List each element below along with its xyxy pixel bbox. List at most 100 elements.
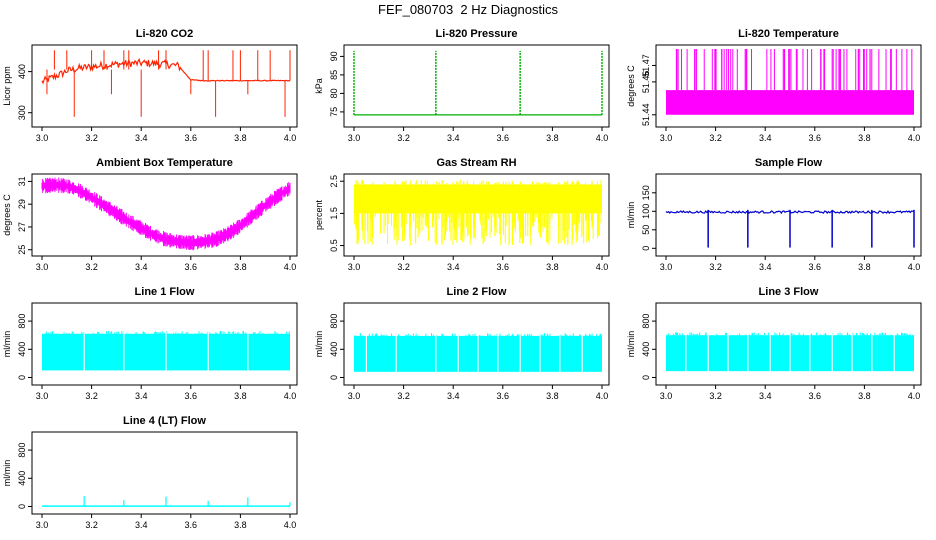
panel-pressure: Li-820 Pressure kPa 3.0 3.2 3.4 3.6 3.8 4.0 75 80…: [314, 28, 610, 143]
x-tick-label: 3.4: [135, 133, 148, 143]
y-tick-label: 51.46: [641, 71, 651, 94]
x-tick-label: 3.6: [809, 391, 822, 401]
x-tick-label: 3.6: [809, 133, 822, 143]
y-tick-label: 75: [329, 107, 339, 117]
x-tick-label: 4.0: [596, 133, 609, 143]
x-tick-label: 4.0: [908, 133, 921, 143]
panel-line3: Line 3 Flow ml/min 3.0 3.2 3.4 3.6 3.8 4.0 0 400 8…: [626, 286, 922, 401]
x-tick-label: 3.0: [36, 262, 49, 272]
x-tick-label: 3.0: [660, 391, 673, 401]
x-tick-label: 3.0: [348, 133, 361, 143]
plot-frame: [655, 302, 922, 386]
x-tick-label: 3.8: [234, 262, 247, 272]
y-tick-label: 100: [641, 204, 651, 219]
panel-line4: Line 4 (LT) Flow ml/min 3.0 3.2 3.4 3.6 3.8 4.0…: [2, 415, 298, 530]
y-tick-label: 85: [329, 70, 339, 80]
x-tick-label: 3.6: [185, 520, 198, 530]
x-tick-label: 4.0: [284, 520, 297, 530]
x-tick-label: 3.6: [185, 133, 198, 143]
x-tick-label: 3.2: [709, 262, 722, 272]
x-tick-label: 3.2: [397, 133, 410, 143]
x-tick-label: 3.8: [234, 133, 247, 143]
plot-frame: [31, 302, 298, 386]
y-axis-label: kPa: [314, 78, 324, 94]
chart-title: Line 2 Flow: [447, 286, 507, 298]
temperature-band: [666, 90, 914, 115]
series-pressure: [353, 50, 603, 116]
x-tick-label: 3.4: [447, 391, 460, 401]
series-rh: [353, 179, 602, 246]
y-axis-label: ml/min: [626, 331, 636, 358]
y-tick-label: 800: [17, 443, 27, 458]
x-tick-label: 3.8: [234, 391, 247, 401]
x-tick-label: 3.2: [397, 262, 410, 272]
y-tick-label: 300: [17, 105, 27, 120]
y-tick-label: 400: [17, 471, 27, 486]
chart-title: Line 1 Flow: [135, 286, 195, 298]
x-tick-label: 4.0: [284, 262, 297, 272]
x-tick-label: 3.6: [185, 391, 198, 401]
x-tick-label: 3.4: [759, 262, 772, 272]
y-tick-label: 51.44: [641, 104, 651, 127]
y-tick-label: 0: [17, 375, 27, 380]
y-tick-label: 29: [17, 199, 27, 209]
plot-frame: [31, 44, 298, 128]
y-tick-label: 80: [329, 88, 339, 98]
y-axis-label: percent: [314, 199, 324, 230]
plot-frame: [343, 173, 610, 257]
y-tick-label: 0: [17, 504, 27, 509]
x-tick-label: 3.6: [809, 262, 822, 272]
series-co2: [41, 50, 291, 117]
x-tick-label: 3.4: [447, 133, 460, 143]
panel-rh: Gas Stream RH percent 3.0 3.2 3.4 3.6 3.8 4.0 0.…: [314, 157, 610, 272]
x-tick-label: 3.4: [135, 262, 148, 272]
x-tick-label: 3.2: [85, 520, 98, 530]
y-tick-label: 0.5: [329, 239, 339, 252]
series-line3: [666, 332, 915, 372]
x-tick-label: 3.0: [660, 133, 673, 143]
x-tick-label: 4.0: [596, 391, 609, 401]
y-axis-label: ml/min: [2, 460, 12, 487]
y-axis-label: degrees C: [2, 194, 12, 236]
plot-frame: [31, 173, 298, 257]
y-tick-label: 400: [329, 342, 339, 357]
x-tick-label: 3.2: [709, 391, 722, 401]
x-tick-label: 3.0: [348, 391, 361, 401]
x-tick-label: 4.0: [596, 262, 609, 272]
chart-title: Gas Stream RH: [436, 157, 516, 169]
plot-frame: [343, 44, 610, 128]
y-tick-label: 800: [641, 314, 651, 329]
y-axis-label: ml/min: [2, 331, 12, 358]
x-tick-label: 3.4: [447, 262, 460, 272]
panel-temperature: Li-820 Temperature degrees C 3.0 3.2 3.4 3.6 3…: [626, 28, 922, 143]
y-tick-label: 400: [17, 342, 27, 357]
x-tick-label: 3.6: [497, 391, 510, 401]
y-tick-label: 0: [641, 246, 651, 251]
x-tick-label: 3.8: [546, 391, 559, 401]
panel-co2: Li-820 CO2 Licor ppm 3.0 3.2 3.4 3.6 3.8 4.0 300…: [2, 28, 298, 143]
page-title: FEF_080703 2 Hz Diagnostics: [378, 2, 558, 17]
y-tick-label: 31: [17, 176, 27, 186]
y-tick-label: 150: [641, 185, 651, 200]
x-tick-label: 3.4: [759, 391, 772, 401]
series-line4: [42, 495, 291, 507]
x-tick-label: 3.8: [858, 133, 871, 143]
x-tick-label: 3.2: [709, 133, 722, 143]
plot-frame: [31, 431, 298, 515]
x-tick-label: 3.2: [85, 133, 98, 143]
y-axis-label: degrees C: [626, 65, 636, 107]
x-tick-label: 3.0: [36, 133, 49, 143]
x-tick-label: 3.6: [497, 262, 510, 272]
plot-frame: [343, 302, 610, 386]
y-tick-label: 51.47: [641, 54, 651, 77]
x-tick-label: 3.8: [858, 262, 871, 272]
x-tick-label: 3.0: [36, 391, 49, 401]
series-temperature: [666, 49, 914, 115]
y-tick-label: 27: [17, 222, 27, 232]
y-tick-label: 90: [329, 51, 339, 61]
chart-title: Sample Flow: [755, 157, 823, 169]
panel-line1: Line 1 Flow ml/min 3.0 3.2 3.4 3.6 3.8 4.0 0 400 8…: [2, 286, 298, 401]
panel-line2: Line 2 Flow ml/min 3.0 3.2 3.4 3.6 3.8 4.0 0 400 8…: [314, 286, 610, 401]
x-tick-label: 3.4: [135, 391, 148, 401]
